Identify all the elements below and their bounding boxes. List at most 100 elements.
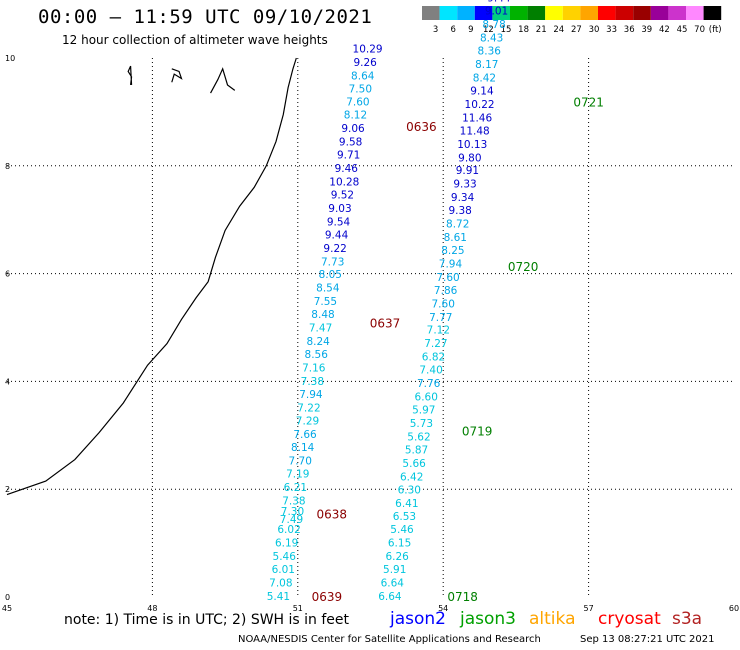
wave-height-label: 8.42 — [473, 72, 496, 84]
wave-height-label: 9.54 — [327, 216, 351, 228]
scale-label: 12 — [483, 25, 494, 35]
wave-height-label: 7.55 — [314, 296, 337, 308]
wave-height-label: 7.30 — [281, 506, 304, 518]
wave-height-label: 7.27 — [424, 338, 447, 350]
lon-tick-label: 45 — [2, 604, 12, 613]
wave-height-label: 7.08 — [269, 578, 292, 590]
wave-height-label: 9.22 — [323, 243, 346, 255]
wave-height-label: 7.40 — [419, 365, 442, 377]
wave-height-label: 8.43 — [480, 33, 503, 45]
wave-height-label: 8.72 — [446, 219, 469, 231]
lat-tick-label: 6 — [5, 270, 10, 279]
mission-jason3: jason3 — [460, 609, 516, 629]
lat-tick-label: 0 — [5, 593, 10, 602]
lon-tick-label: 57 — [584, 604, 594, 613]
pass-time-label: 0719 — [462, 425, 493, 439]
scale-label: 27 — [571, 25, 582, 35]
wave-height-label: 9.26 — [353, 57, 377, 69]
mission-jason2: jason2 — [390, 609, 446, 629]
wave-height-label: 7.19 — [286, 469, 309, 481]
wave-height-label: 7.60 — [432, 298, 455, 310]
wave-height-label: 9.14 — [470, 85, 494, 97]
wave-height-label: 9.01 — [485, 6, 508, 18]
scale-label: 15 — [501, 25, 512, 35]
scale-label: 21 — [536, 25, 547, 35]
wave-height-label: 7.16 — [302, 362, 326, 374]
wave-height-label: 5.66 — [402, 458, 426, 470]
scale-swatch — [510, 6, 528, 20]
scale-swatch — [686, 6, 704, 20]
pass-time-label: 0721 — [573, 96, 604, 110]
lon-tick-label: 60 — [729, 604, 739, 613]
scale-label: 70 — [694, 25, 705, 35]
wave-height-label: 7.70 — [289, 456, 312, 468]
wave-height-label: 6.26 — [385, 551, 409, 563]
wave-height-label: 11.46 — [462, 112, 492, 124]
wave-height-label: 7.29 — [296, 415, 319, 427]
wave-height-label: 8.78 — [482, 19, 505, 31]
wave-height-label: 9.44 — [487, 0, 511, 5]
wave-height-label: 8.61 — [444, 232, 467, 244]
scale-swatch — [598, 6, 616, 20]
generated-timestamp: Sep 13 08:27:21 UTC 2021 — [580, 634, 715, 645]
wave-height-label: 10.22 — [465, 99, 495, 111]
wave-height-label: 7.38 — [301, 376, 324, 388]
coastline — [6, 57, 297, 496]
lon-tick-label: 51 — [293, 604, 303, 613]
scale-swatch — [545, 6, 563, 20]
wave-height-label: 7.77 — [429, 312, 452, 324]
wave-height-label: 6.82 — [422, 352, 445, 364]
coastline-path — [6, 57, 297, 496]
wave-height-label: 7.50 — [349, 83, 372, 95]
scale-swatch — [580, 6, 598, 20]
wave-height-label: 7.49 — [280, 514, 303, 526]
wave-height-label: 7.60 — [346, 97, 369, 109]
wave-height-label: 6.19 — [275, 538, 298, 550]
map-subtitle: 12 hour collection of altimeter wave hei… — [62, 33, 328, 47]
scale-label: 39 — [641, 25, 652, 35]
wave-height-label: 9.03 — [328, 203, 351, 215]
wave-height-label: 10.28 — [329, 177, 359, 189]
wave-height-label: 9.33 — [453, 179, 476, 191]
lat-tick-label: 4 — [5, 377, 10, 386]
scale-label: 6 — [450, 25, 455, 35]
wave-height-label: 8.14 — [291, 442, 315, 454]
wave-height-label: 7.73 — [321, 256, 344, 268]
wave-height-label: 6.64 — [381, 578, 405, 590]
wave-height-label: 9.06 — [341, 123, 365, 135]
scale-label: 3 — [433, 25, 438, 35]
wave-height-label: 9.91 — [456, 165, 479, 177]
wave-height-label: 5.46 — [273, 551, 297, 563]
pass-time-label: 0637 — [370, 317, 401, 331]
wave-height-label: 9.58 — [339, 137, 362, 149]
wave-height-label: 7.60 — [436, 272, 459, 284]
map-title: 00:00 – 11:59 UTC 09/10/2021 — [38, 6, 373, 28]
wave-height-label: 5.73 — [410, 418, 433, 430]
wave-height-label: 11.48 — [460, 125, 490, 137]
wave-height-label: 5.62 — [407, 431, 430, 443]
wave-height-label: 6.42 — [400, 471, 423, 483]
altimeter-pass: 5.417.086.015.466.196.027.497.307.386.21… — [267, 43, 437, 604]
wave-height-label: 10.13 — [457, 139, 487, 151]
wave-height-label: 6.53 — [393, 511, 416, 523]
scale-label: 9 — [468, 25, 473, 35]
credit-line: NOAA/NESDIS Center for Satellite Applica… — [238, 634, 541, 645]
wave-height-label: 6.64 — [378, 591, 402, 603]
axis-tick-labels: 45 48 51 54 57 60 0 2 4 6 8 10 — [2, 54, 739, 613]
wave-height-label: 6.21 — [284, 482, 307, 494]
altimeter-pass: 6.646.64 5.916.266.15 5.466.536.41 6.306.42… — [378, 0, 604, 604]
scale-label: 18 — [518, 25, 529, 35]
scale-swatch — [527, 6, 546, 20]
lon-tick-label: 48 — [147, 604, 157, 613]
wave-height-label: 7.38 — [282, 496, 305, 508]
altimeter-tracks: 5.417.086.015.466.196.027.497.307.386.21… — [267, 0, 604, 604]
wave-height-label: 7.86 — [434, 285, 458, 297]
wave-height-label: 5.41 — [267, 591, 290, 603]
wave-height-label: 8.36 — [478, 46, 502, 58]
scale-swatch — [650, 6, 669, 20]
pass-time-label: 0636 — [406, 120, 437, 134]
lat-tick-label: 8 — [5, 162, 10, 171]
wave-height-label: 6.02 — [277, 524, 300, 536]
scale-label: 36 — [624, 25, 635, 35]
scale-swatch — [615, 6, 634, 20]
